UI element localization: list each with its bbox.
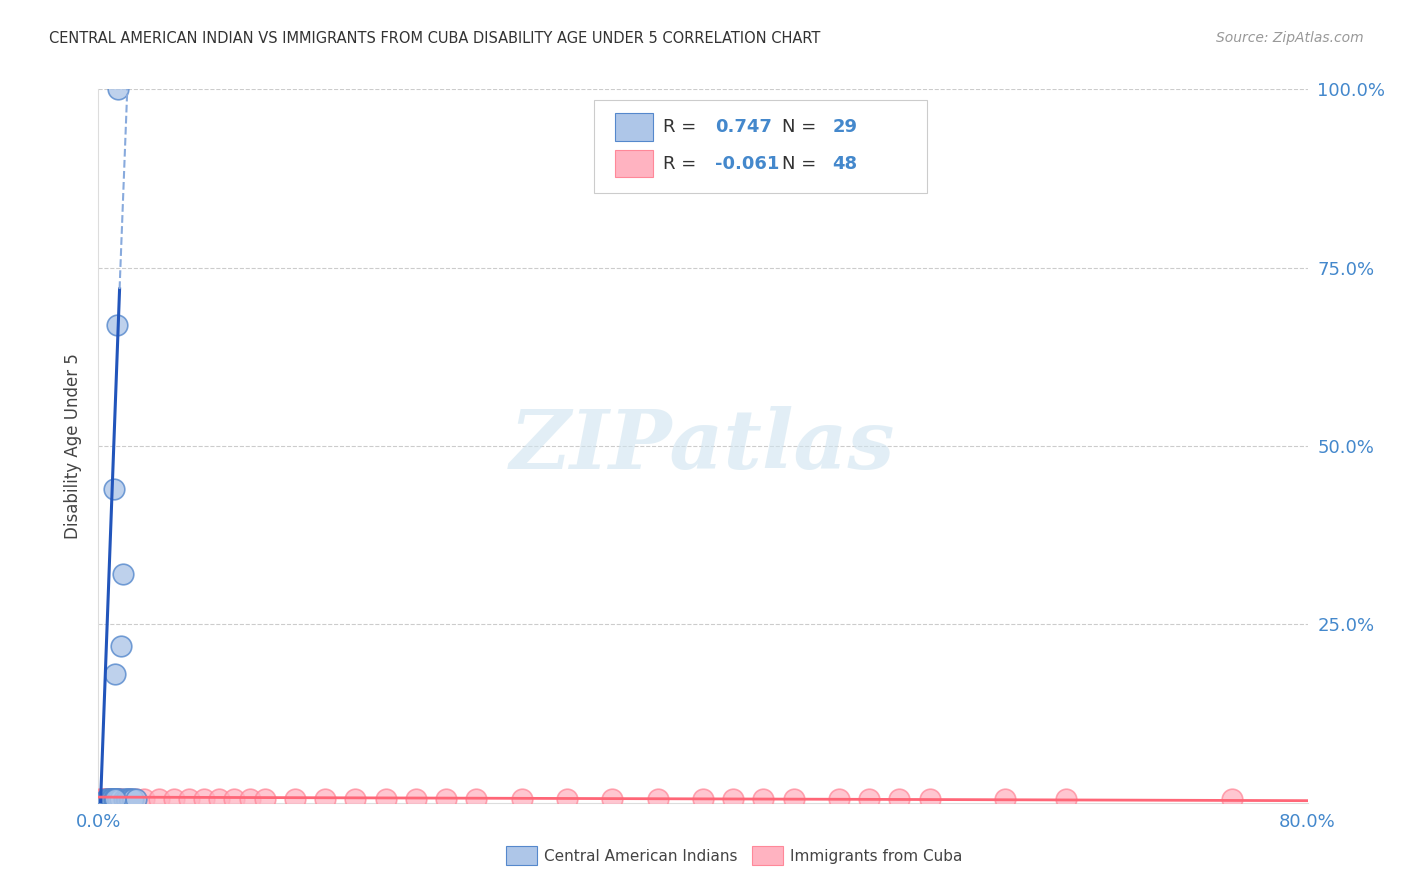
Point bbox=[104, 792, 127, 806]
Point bbox=[122, 792, 145, 806]
Point bbox=[107, 82, 129, 96]
Point bbox=[105, 792, 128, 806]
Point bbox=[89, 792, 111, 806]
Point bbox=[118, 792, 141, 806]
Text: 0.747: 0.747 bbox=[716, 118, 772, 136]
Point bbox=[100, 792, 122, 806]
Point bbox=[107, 792, 129, 806]
Point bbox=[253, 792, 276, 806]
Point bbox=[405, 792, 427, 806]
Point bbox=[111, 567, 134, 582]
Point bbox=[1220, 792, 1243, 806]
Text: Source: ZipAtlas.com: Source: ZipAtlas.com bbox=[1216, 31, 1364, 45]
Point bbox=[93, 792, 115, 806]
Point bbox=[284, 792, 307, 806]
Point bbox=[90, 792, 112, 806]
Point bbox=[94, 792, 117, 806]
Point bbox=[114, 792, 136, 806]
Point bbox=[108, 792, 131, 806]
Point bbox=[120, 792, 142, 806]
FancyBboxPatch shape bbox=[595, 100, 927, 193]
Point bbox=[94, 792, 117, 806]
Point bbox=[98, 792, 121, 806]
Point bbox=[107, 792, 129, 806]
Point bbox=[103, 792, 125, 806]
Point bbox=[101, 792, 124, 806]
Point bbox=[125, 792, 148, 806]
Point bbox=[692, 792, 714, 806]
Point bbox=[108, 792, 131, 806]
Point bbox=[104, 792, 127, 806]
Text: N =: N = bbox=[782, 118, 815, 136]
Text: Central American Indians: Central American Indians bbox=[544, 849, 738, 863]
Point bbox=[314, 792, 336, 806]
Text: 48: 48 bbox=[832, 155, 858, 173]
Point bbox=[132, 792, 155, 806]
Point bbox=[105, 318, 128, 332]
Point bbox=[103, 792, 125, 806]
Point bbox=[208, 792, 231, 806]
Point bbox=[647, 792, 669, 806]
Point bbox=[179, 792, 201, 806]
Bar bbox=[614, 113, 654, 141]
Point bbox=[115, 792, 138, 806]
Point bbox=[602, 792, 624, 806]
Point bbox=[344, 792, 367, 806]
Point bbox=[1054, 792, 1077, 806]
Text: -0.061: -0.061 bbox=[716, 155, 779, 173]
Point bbox=[163, 792, 186, 806]
Point bbox=[96, 792, 118, 806]
Point bbox=[110, 639, 132, 653]
Point bbox=[118, 792, 141, 806]
Point bbox=[193, 792, 215, 806]
Point bbox=[510, 792, 533, 806]
Point bbox=[125, 792, 148, 806]
Point bbox=[555, 792, 578, 806]
Text: N =: N = bbox=[782, 155, 815, 173]
Point bbox=[723, 792, 745, 806]
Point bbox=[828, 792, 851, 806]
Text: CENTRAL AMERICAN INDIAN VS IMMIGRANTS FROM CUBA DISABILITY AGE UNDER 5 CORRELATI: CENTRAL AMERICAN INDIAN VS IMMIGRANTS FR… bbox=[49, 31, 821, 46]
Text: R =: R = bbox=[664, 118, 696, 136]
Bar bbox=[614, 150, 654, 177]
Point bbox=[96, 792, 118, 806]
Point bbox=[103, 482, 125, 496]
Text: R =: R = bbox=[664, 155, 696, 173]
Point bbox=[994, 792, 1017, 806]
Point bbox=[224, 792, 246, 806]
Point bbox=[121, 792, 143, 806]
Point bbox=[104, 792, 127, 806]
Text: ZIPatlas: ZIPatlas bbox=[510, 406, 896, 486]
Point bbox=[783, 792, 806, 806]
Point bbox=[100, 792, 122, 806]
Point bbox=[110, 792, 132, 806]
Point bbox=[103, 792, 125, 806]
Text: Immigrants from Cuba: Immigrants from Cuba bbox=[790, 849, 963, 863]
Point bbox=[112, 792, 135, 806]
Point bbox=[889, 792, 911, 806]
Point bbox=[101, 792, 124, 806]
Point bbox=[434, 792, 457, 806]
Point bbox=[752, 792, 775, 806]
Point bbox=[98, 792, 121, 806]
Point bbox=[104, 667, 127, 681]
Point bbox=[91, 792, 114, 806]
Point bbox=[105, 792, 128, 806]
Point bbox=[465, 792, 488, 806]
Point bbox=[100, 792, 122, 806]
Text: 29: 29 bbox=[832, 118, 858, 136]
Point bbox=[918, 792, 941, 806]
Point bbox=[239, 792, 262, 806]
Point bbox=[101, 792, 124, 806]
Point bbox=[858, 792, 880, 806]
Point bbox=[148, 792, 170, 806]
Point bbox=[105, 792, 128, 806]
Y-axis label: Disability Age Under 5: Disability Age Under 5 bbox=[63, 353, 82, 539]
Point bbox=[374, 792, 396, 806]
